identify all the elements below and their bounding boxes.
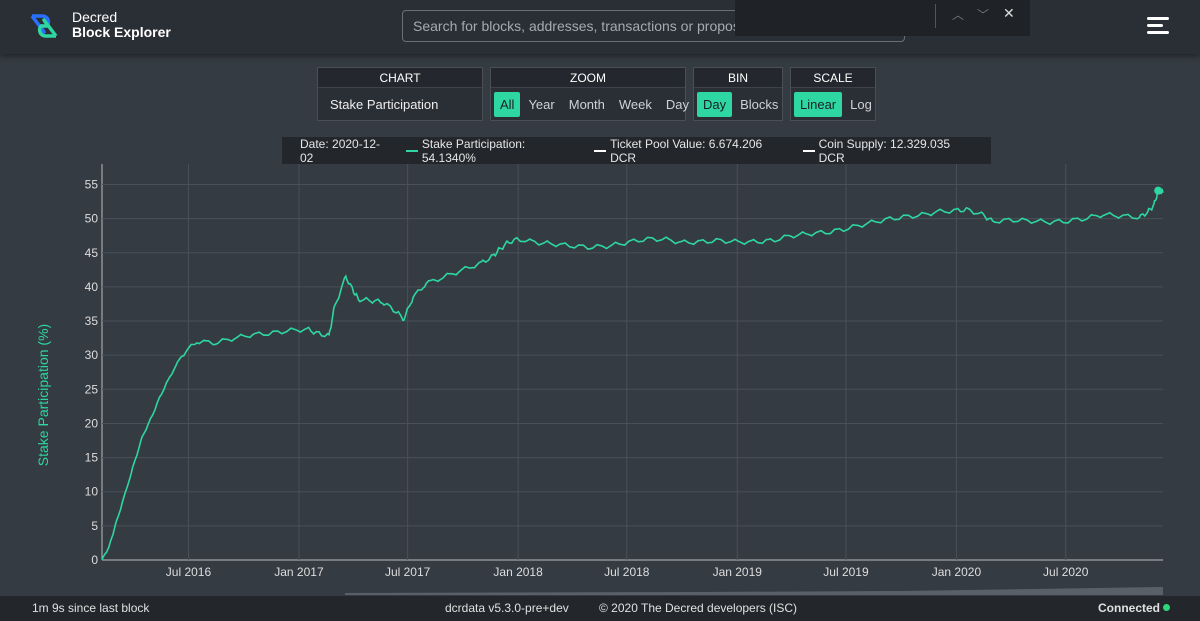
bin-blocks-button[interactable]: Blocks bbox=[740, 97, 779, 112]
stake-participation-line bbox=[101, 187, 1164, 561]
brand-title[interactable]: Decred Block Explorer bbox=[72, 10, 171, 40]
zoom-day-button[interactable]: Day bbox=[665, 97, 689, 112]
brand-line1: Decred bbox=[72, 9, 118, 25]
legend-swatch-stake bbox=[406, 149, 418, 152]
y-tick-label: 30 bbox=[85, 348, 99, 362]
x-tick-label: Jan 2019 bbox=[713, 565, 763, 579]
y-axis-label: Stake Participation (%) bbox=[35, 324, 51, 466]
legend-stake: Stake Participation: 54.1340% bbox=[406, 137, 580, 165]
range-selector-strip[interactable] bbox=[345, 587, 1163, 595]
stake-participation-chart[interactable]: 0 5 10 15 20 25 30 35 40 45 50 55 Jul 2016 Jan 2017 J… bbox=[0, 150, 1200, 595]
hamburger-menu-icon[interactable] bbox=[1147, 17, 1169, 35]
zoom-title: ZOOM bbox=[491, 68, 685, 88]
scale-title: SCALE bbox=[791, 68, 875, 88]
y-tick-label: 50 bbox=[85, 212, 99, 226]
scale-control: SCALE Linear Log bbox=[790, 67, 876, 121]
legend-swatch-pool bbox=[594, 149, 607, 152]
y-tick-label: 55 bbox=[85, 177, 99, 191]
chart-select[interactable]: Stake Participation bbox=[330, 97, 439, 112]
y-tick-label: 20 bbox=[85, 416, 99, 430]
y-tick-label: 10 bbox=[85, 485, 99, 499]
chevron-up-icon[interactable]: ︿ bbox=[952, 8, 965, 22]
chart-selector-title: CHART bbox=[318, 68, 482, 88]
hover-point bbox=[1154, 186, 1163, 195]
legend-swatch-supply bbox=[802, 149, 815, 152]
bin-control: BIN Day Blocks bbox=[693, 67, 783, 121]
connection-status-dot bbox=[1163, 604, 1170, 611]
y-tick-label: 35 bbox=[85, 314, 99, 328]
top-header: Decred Block Explorer ︿ ﹀ ✕ bbox=[0, 0, 1200, 54]
bin-day-button[interactable]: Day bbox=[697, 92, 733, 117]
chart-legend: Date: 2020-12-02 Stake Participation: 54… bbox=[282, 136, 991, 165]
bin-title: BIN bbox=[694, 68, 782, 88]
find-bar: ︿ ﹀ ✕ bbox=[735, 0, 1030, 36]
x-tick-label: Jul 2018 bbox=[604, 565, 650, 579]
x-tick-label: Jan 2020 bbox=[932, 565, 982, 579]
find-bar-divider bbox=[935, 4, 936, 28]
zoom-all-button[interactable]: All bbox=[494, 92, 521, 117]
zoom-control: ZOOM All Year Month Week Day bbox=[490, 67, 689, 121]
x-tick-label: Jan 2017 bbox=[274, 565, 324, 579]
y-tick-label: 45 bbox=[85, 246, 99, 260]
brand-line2: Block Explorer bbox=[72, 24, 171, 40]
y-tick-label: 15 bbox=[85, 451, 99, 465]
legend-supply: Coin Supply: 12.329.035 DCR bbox=[802, 137, 977, 165]
y-tick-label: 40 bbox=[85, 280, 99, 294]
zoom-week-button[interactable]: Week bbox=[618, 97, 652, 112]
y-tick-label: 25 bbox=[85, 382, 99, 396]
x-tick-label: Jul 2020 bbox=[1043, 565, 1089, 579]
x-tick-label: Jul 2016 bbox=[166, 565, 212, 579]
scale-log-button[interactable]: Log bbox=[850, 97, 872, 112]
y-tick-label: 0 bbox=[91, 553, 98, 567]
x-tick-label: Jul 2017 bbox=[385, 565, 431, 579]
version-link[interactable]: dcrdata v5.3.0-pre+dev bbox=[445, 601, 569, 615]
chevron-down-icon[interactable]: ﹀ bbox=[977, 8, 990, 22]
scale-linear-button[interactable]: Linear bbox=[794, 92, 843, 117]
status-footer: 1m 9s since last block dcrdata v5.3.0-pr… bbox=[0, 596, 1200, 621]
decred-logo-icon[interactable] bbox=[28, 10, 60, 42]
since-last-block: 1m 9s since last block bbox=[32, 601, 150, 615]
zoom-month-button[interactable]: Month bbox=[568, 97, 605, 112]
close-icon[interactable]: ✕ bbox=[1003, 5, 1015, 21]
x-tick-label: Jul 2019 bbox=[823, 565, 869, 579]
connection-status: Connected bbox=[1098, 601, 1161, 615]
zoom-year-button[interactable]: Year bbox=[528, 97, 555, 112]
y-tick-label: 5 bbox=[91, 519, 98, 533]
legend-date: Date: 2020-12-02 bbox=[300, 136, 381, 165]
x-tick-label: Jan 2018 bbox=[493, 565, 543, 579]
copyright-link[interactable]: © 2020 The Decred developers (ISC) bbox=[599, 601, 798, 615]
chart-selector: CHART Stake Participation bbox=[317, 67, 483, 121]
legend-pool: Ticket Pool Value: 6.674.206 DCR bbox=[594, 137, 789, 165]
